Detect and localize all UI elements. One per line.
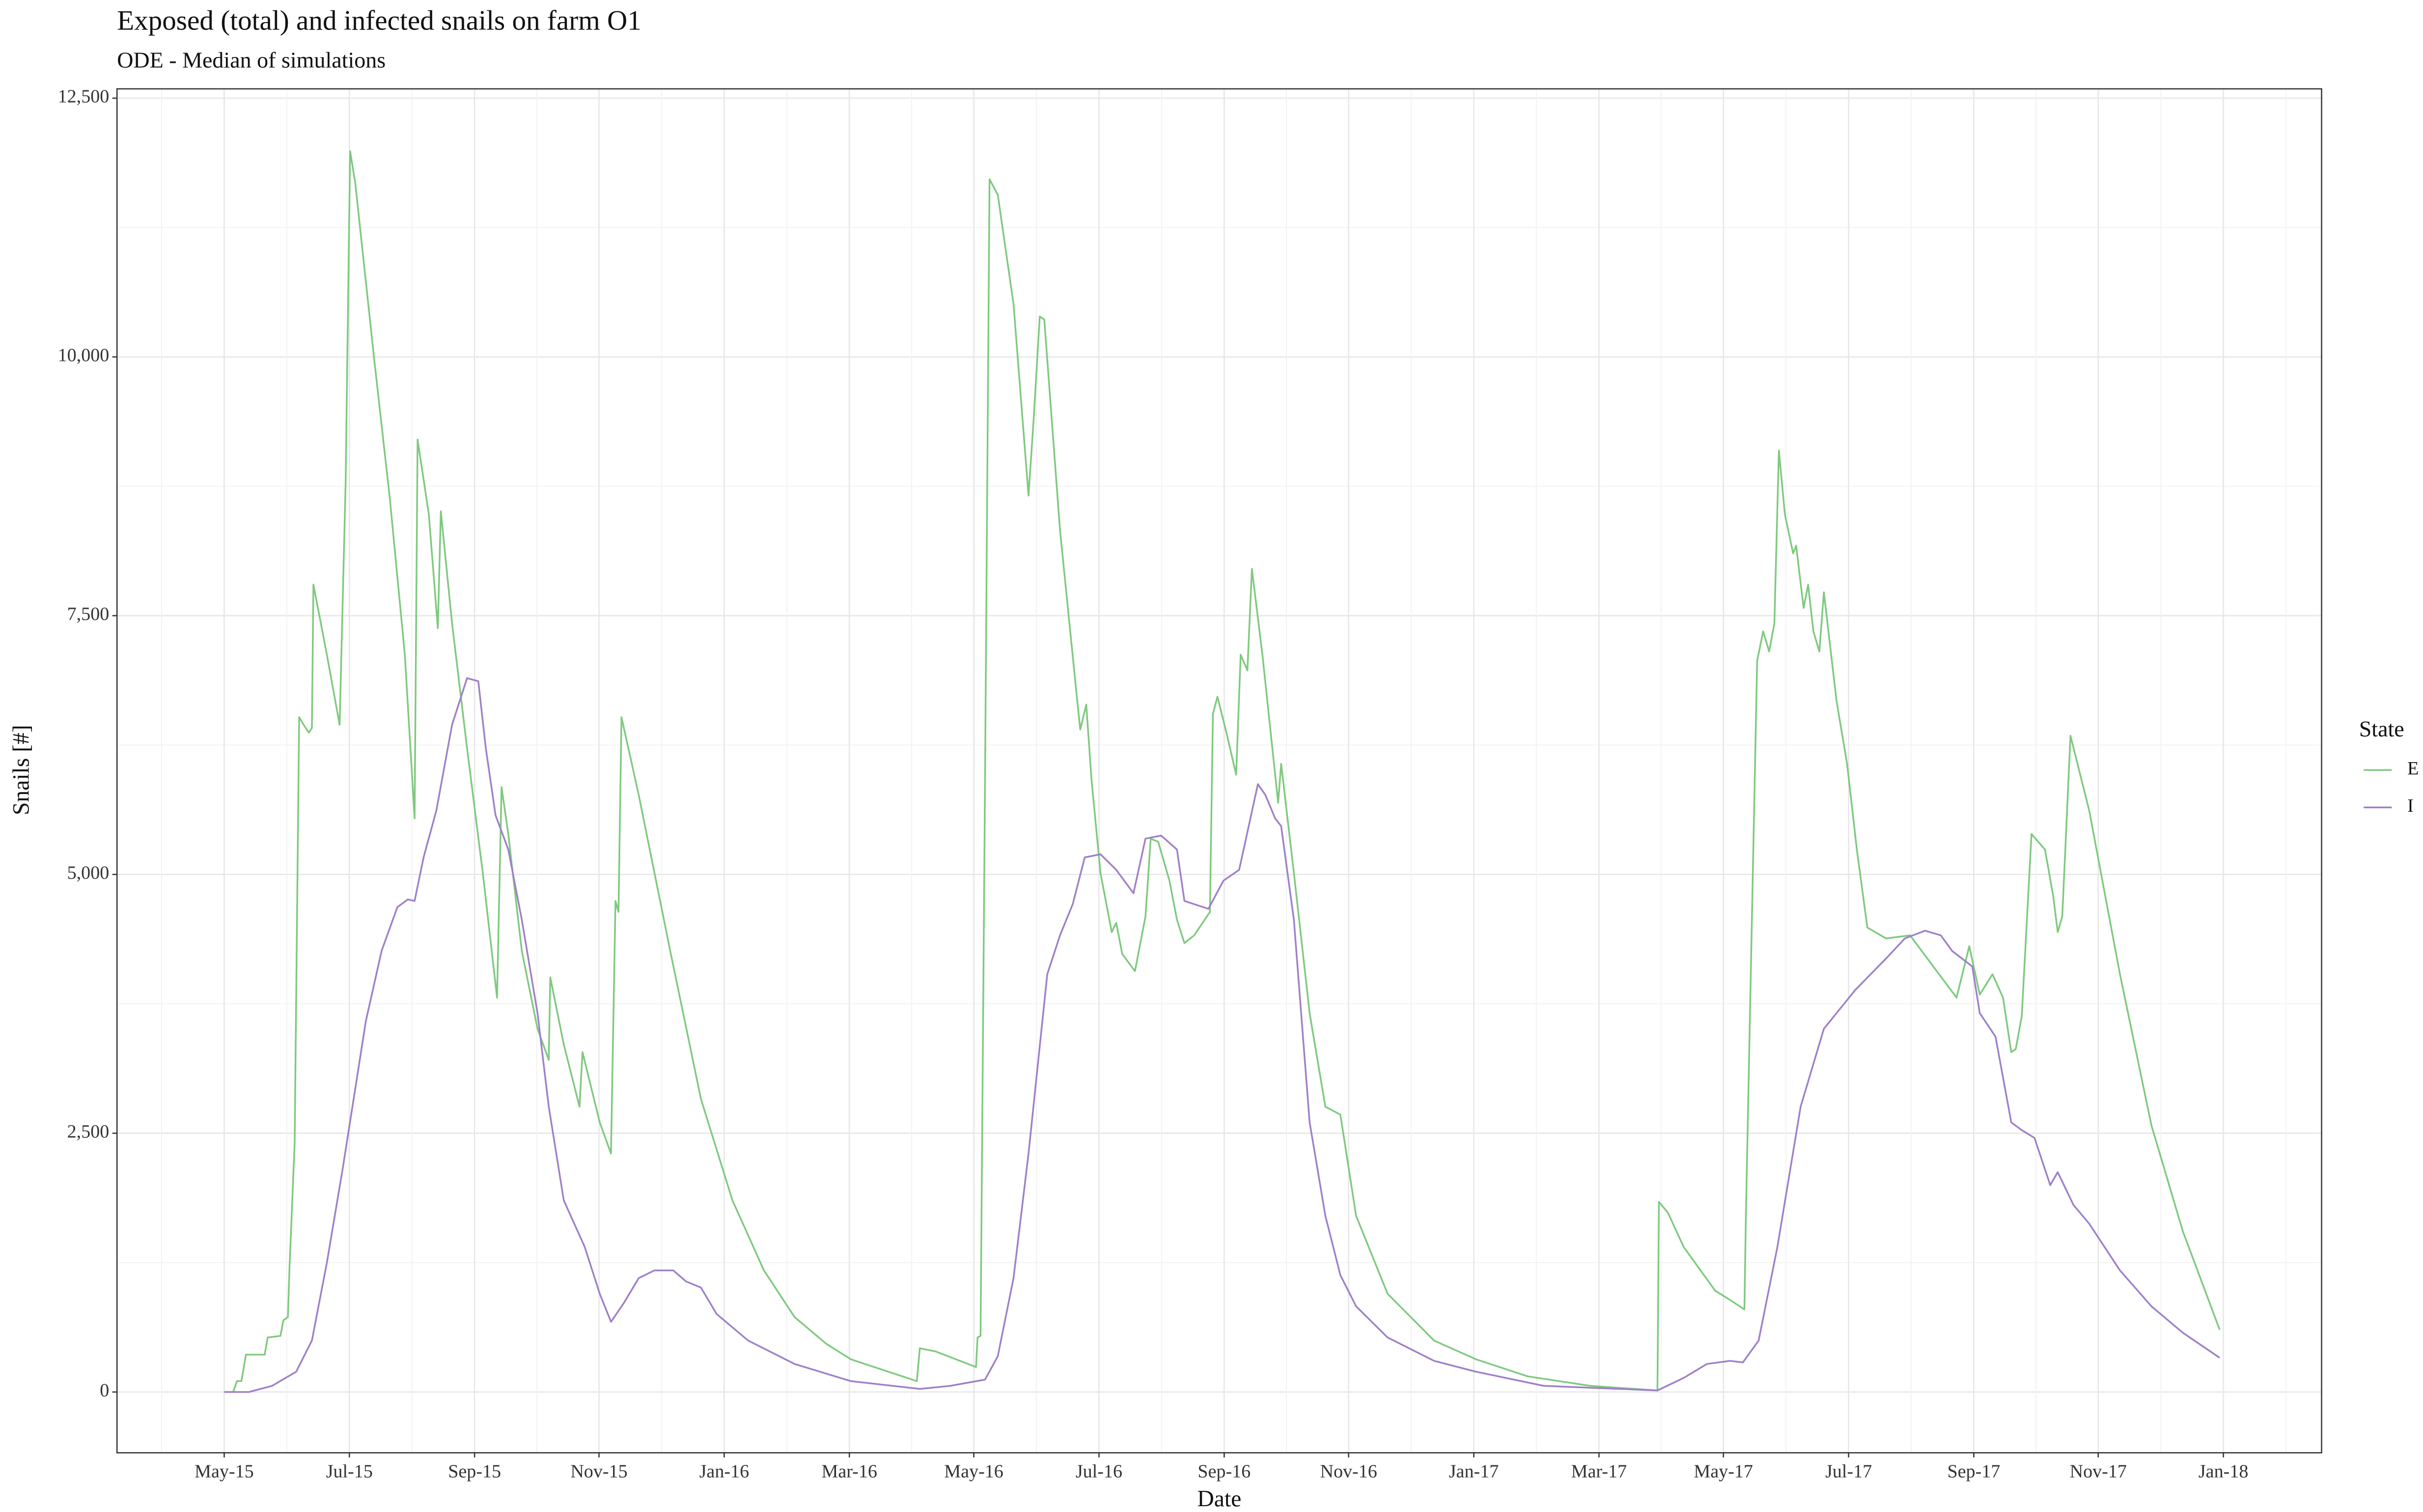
legend-title: State bbox=[2359, 716, 2404, 741]
x-tick-label: Sep-15 bbox=[448, 1461, 501, 1482]
y-tick-label: 5,000 bbox=[67, 862, 110, 883]
x-tick-label: Jul-16 bbox=[1076, 1461, 1122, 1482]
y-tick-label: 2,500 bbox=[67, 1121, 110, 1142]
chart-subtitle: ODE - Median of simulations bbox=[117, 48, 386, 73]
ticks: 0 2,500 5,000 7,500 10,000 12,500 May-15 Jul-15… bbox=[58, 86, 2249, 1482]
lines bbox=[224, 150, 2221, 1393]
x-tick-label: May-17 bbox=[1694, 1461, 1753, 1482]
plot-frame bbox=[116, 88, 2322, 1454]
x-tick-label: Jan-16 bbox=[699, 1461, 750, 1482]
x-axis-title: Date bbox=[1197, 1486, 1241, 1512]
y-tick-label: 10,000 bbox=[58, 345, 110, 366]
x-tick-label: Mar-17 bbox=[1571, 1461, 1627, 1482]
x-tick-label: Nov-17 bbox=[2070, 1461, 2127, 1482]
series-line bbox=[224, 150, 2221, 1393]
y-tick-label: 7,500 bbox=[67, 604, 110, 625]
x-tick-label: Jul-15 bbox=[326, 1461, 373, 1482]
chart-title: Exposed (total) and infected snails on f… bbox=[117, 5, 641, 36]
legend-label: E bbox=[2407, 758, 2419, 779]
x-tick-label: Sep-16 bbox=[1198, 1461, 1251, 1482]
x-tick-label: Nov-16 bbox=[1320, 1461, 1377, 1482]
x-tick-label: May-15 bbox=[195, 1461, 254, 1482]
y-tick-label: 12,500 bbox=[58, 86, 110, 107]
legend-label: I bbox=[2407, 796, 2414, 816]
x-tick-label: Mar-16 bbox=[822, 1461, 877, 1482]
x-tick-label: Jul-17 bbox=[1825, 1461, 1872, 1482]
y-tick-label: 0 bbox=[100, 1380, 109, 1401]
y-axis-title: Snails [#] bbox=[9, 725, 34, 815]
x-tick-label: Nov-15 bbox=[570, 1461, 627, 1482]
grid bbox=[117, 88, 2322, 1453]
legend: EI bbox=[2364, 758, 2419, 816]
series-line bbox=[224, 677, 2220, 1393]
x-tick-label: Jan-18 bbox=[2199, 1461, 2249, 1482]
x-tick-label: Jan-17 bbox=[1449, 1461, 1499, 1482]
x-tick-label: May-16 bbox=[944, 1461, 1003, 1482]
x-tick-label: Sep-17 bbox=[1947, 1461, 2000, 1482]
